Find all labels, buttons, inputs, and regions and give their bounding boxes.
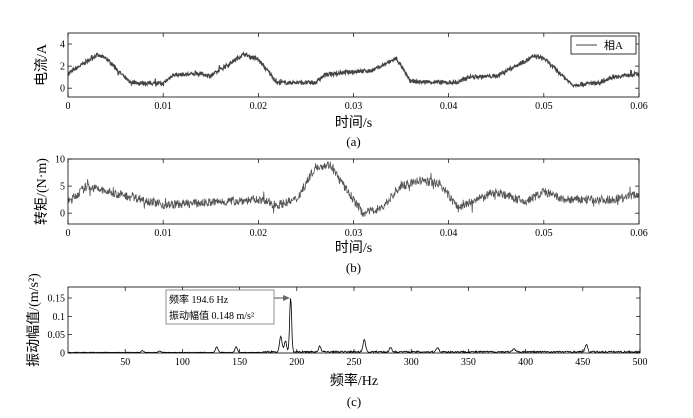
legend-box (570, 35, 637, 55)
x-tick-label: 250 (347, 357, 362, 368)
x-tick-label: 450 (575, 357, 590, 368)
y-tick-label: 0.1 (53, 312, 66, 323)
y-axis-label: 电流/A (34, 43, 50, 86)
x-tick-label: 0.03 (345, 228, 363, 239)
x-tick-label: 300 (404, 357, 419, 368)
legend: 相A (570, 35, 637, 55)
series-line (67, 51, 640, 89)
subplot-caption: (a) (346, 134, 360, 149)
y-tick-label: 0 (60, 209, 65, 220)
annotation-line2: 振动幅值 0.148 m/s² (169, 309, 254, 322)
x-tick-label: 100 (175, 357, 190, 368)
axes-frame (67, 158, 640, 225)
y-axis-label: 振动幅值/(m/s²) (26, 273, 42, 367)
x-tick-label: 350 (461, 357, 476, 368)
y-tick-label: 0 (60, 349, 65, 360)
x-tick-label: 0.06 (630, 101, 648, 112)
x-tick-label: 0.01 (154, 101, 172, 112)
x-axis-label: 时间/s (335, 115, 372, 131)
x-tick-label: 50 (120, 357, 130, 368)
x-tick-label: 200 (289, 357, 304, 368)
subplot-b: 0 0.01 0.02 0.03 0.04 0.05 0.06 0 5 10 时间/s 转矩/(N·m… (34, 155, 648, 276)
y-tick-label: 10 (55, 155, 65, 166)
annotation-box (165, 289, 275, 325)
x-tick-label: 0.04 (440, 101, 458, 112)
arrow-head-icon (283, 295, 290, 301)
y-axis-label: 转矩/(N·m) (34, 158, 50, 225)
x-tick-label: 0.05 (535, 101, 553, 112)
y-tick-label: 5 (60, 182, 65, 193)
series-line (67, 161, 640, 218)
legend-label: 相A (604, 39, 623, 52)
x-tick-label: 0 (66, 101, 71, 112)
x-tick-label: 0.05 (535, 228, 553, 239)
x-tick-label: 500 (633, 357, 648, 368)
axes-frame (67, 286, 641, 354)
x-tick-label: 0.04 (440, 228, 458, 239)
x-axis-label: 频率/Hz (330, 372, 378, 389)
x-tick-label: 0.01 (154, 228, 172, 239)
x-tick-label: 0.02 (250, 228, 268, 239)
x-tick-label: 150 (232, 357, 247, 368)
y-tick-label: 0.15 (48, 294, 66, 305)
subplot-caption: (b) (346, 260, 361, 275)
y-tick-label: 0 (60, 84, 65, 95)
x-axis-label: 时间/s (335, 240, 372, 256)
y-tick-label: 4 (60, 40, 65, 51)
x-tick-label: 400 (518, 357, 533, 368)
subplot-c: 50 100 150 200 250 300 350 400 450 500 0 0.05 0.1 0.1… (26, 273, 648, 409)
axes-frame (67, 32, 640, 98)
subplot-a: 0 0.01 0.02 0.03 0.04 0.05 0.06 0 2 4 时间/s 电流/A (a) 相… (34, 32, 648, 149)
x-tick-label: 0 (66, 228, 71, 239)
y-tick-label: 2 (60, 62, 65, 73)
series-line (67, 298, 641, 354)
x-tick-label: 0.02 (250, 101, 268, 112)
x-tick-label: 0.06 (630, 228, 648, 239)
y-tick-label: 0.05 (48, 330, 66, 341)
subplot-caption: (c) (347, 394, 361, 409)
annotation-line1: 频率 194.6 Hz (169, 293, 229, 306)
peak-annotation: 频率 194.6 Hz 振动幅值 0.148 m/s² (165, 289, 290, 325)
x-tick-label: 0.03 (345, 101, 363, 112)
